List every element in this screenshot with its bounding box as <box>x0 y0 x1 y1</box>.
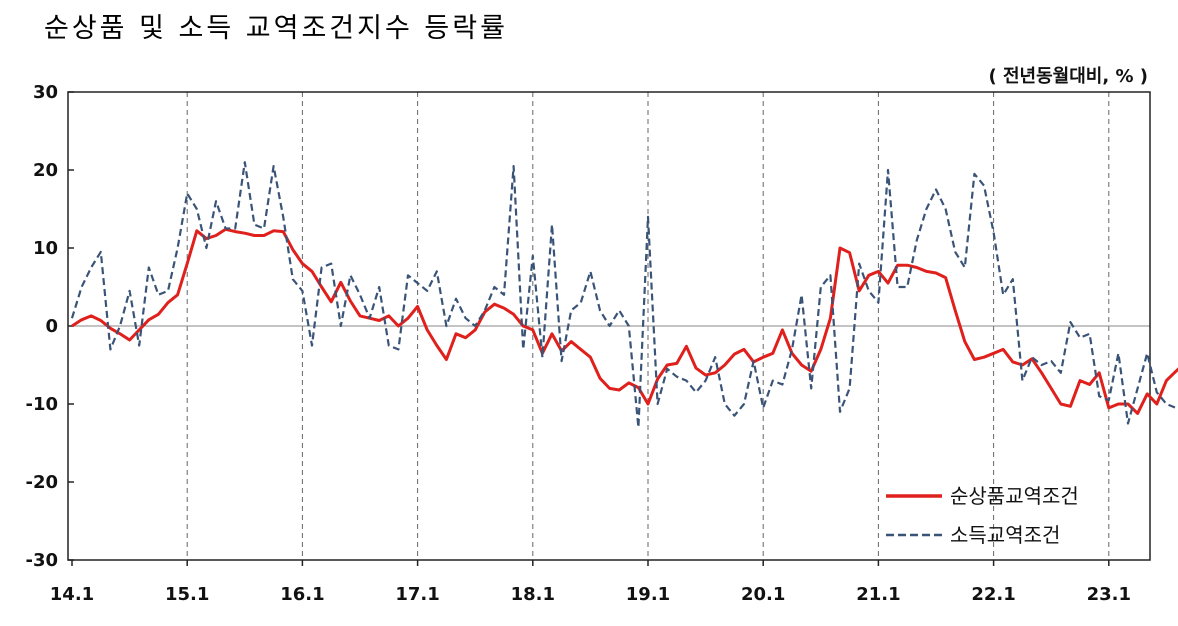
x-tick-label: 19.1 <box>626 584 670 605</box>
x-tick-label: 23.1 <box>1087 584 1131 605</box>
y-tick-label: 0 <box>45 316 58 337</box>
series-line-net-terms <box>71 227 1178 415</box>
y-tick-label: -20 <box>25 472 58 493</box>
x-tick-label: 16.1 <box>280 584 324 605</box>
series-line-income-terms <box>70 161 1178 429</box>
x-tick-label: 15.1 <box>165 584 209 605</box>
unit-label: ( 전년동월대비, % ) <box>988 66 1149 87</box>
y-tick-label: -30 <box>25 550 58 571</box>
x-tick-label: 18.1 <box>511 584 555 605</box>
y-tick-label: 10 <box>33 238 58 259</box>
x-tick-label: 21.1 <box>856 584 900 605</box>
legend-label: 순상품교역조건 <box>950 484 1079 508</box>
chart-title: 순상품 및 소득 교역조건지수 등락률 <box>44 13 508 44</box>
y-tick-label: 30 <box>33 82 58 103</box>
x-tick-label: 14.1 <box>50 584 94 605</box>
y-tick-label: 20 <box>33 160 58 181</box>
x-tick-label: 20.1 <box>741 584 785 605</box>
label-layer: 30 20 10 0 -10 -20 -30 14.1 15.1 16.1 17.1 18.1 19.1… <box>25 82 1131 605</box>
series-layer <box>70 161 1178 429</box>
y-tick-label: -10 <box>25 394 58 415</box>
x-tick-label: 22.1 <box>971 584 1015 605</box>
x-tick-label: 17.1 <box>395 584 439 605</box>
legend-label: 소득교역조건 <box>950 523 1060 547</box>
